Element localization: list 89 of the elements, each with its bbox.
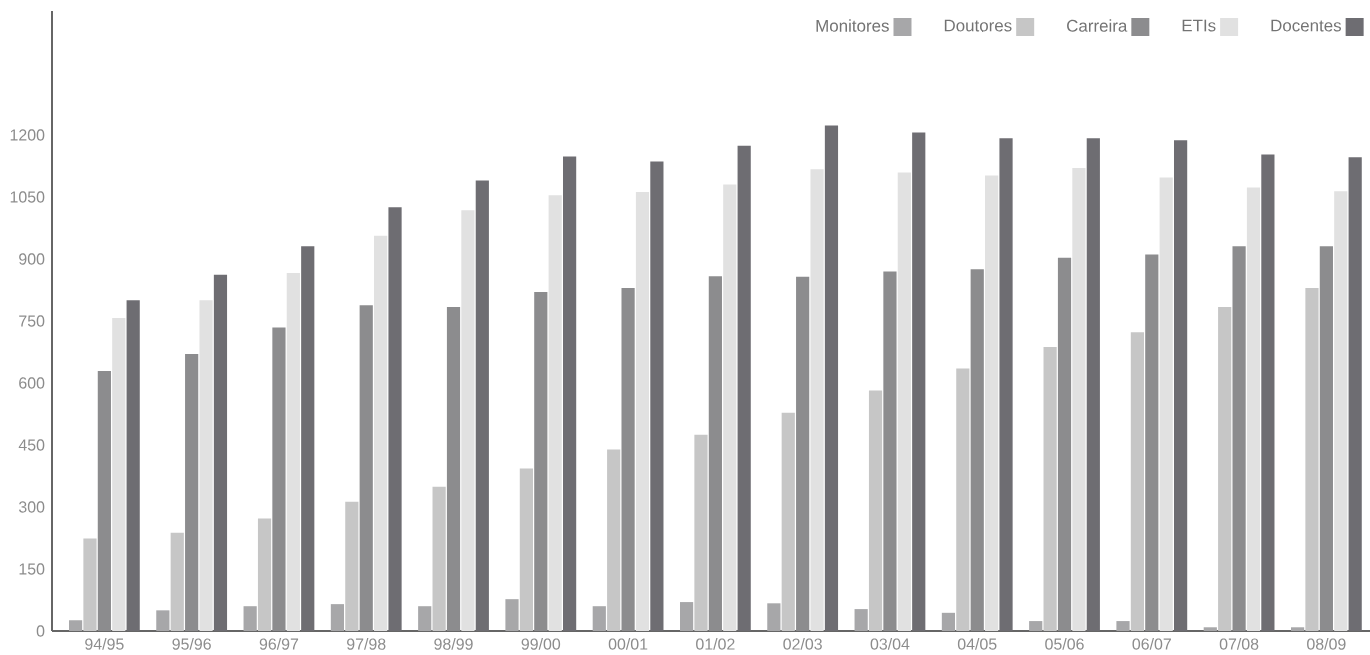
bar <box>1116 621 1130 631</box>
bar <box>199 300 213 631</box>
x-tick-label: 94/95 <box>85 638 124 650</box>
bar <box>694 434 708 631</box>
bar <box>1203 627 1217 631</box>
bar <box>185 354 199 631</box>
bar <box>1246 187 1261 631</box>
bar <box>679 602 694 631</box>
x-tick-label: 05/06 <box>1045 638 1084 650</box>
bar <box>1334 191 1348 631</box>
y-tick-label: 450 <box>18 439 45 451</box>
bar <box>635 192 650 631</box>
bar <box>374 235 388 631</box>
bar <box>883 271 897 631</box>
bar <box>68 620 83 631</box>
bar <box>286 273 300 631</box>
bar <box>621 287 635 631</box>
bar <box>345 501 359 631</box>
bar <box>723 184 737 631</box>
bar <box>854 609 868 631</box>
bar <box>941 612 956 631</box>
bar <box>112 318 126 631</box>
y-tick-label: 300 <box>18 501 45 513</box>
bar <box>1232 246 1246 631</box>
bar <box>243 606 257 631</box>
bar <box>1130 332 1144 631</box>
bar <box>1159 177 1173 631</box>
x-tick-label: 99/00 <box>521 638 561 650</box>
y-tick-label: 1200 <box>10 129 45 141</box>
bar <box>505 599 519 631</box>
x-tick-label: 03/04 <box>870 638 910 650</box>
x-tick-label: 01/02 <box>696 638 735 650</box>
bar <box>1057 257 1072 631</box>
bar <box>607 449 621 631</box>
bar <box>359 305 373 631</box>
legend-label: Monitores <box>816 19 889 32</box>
bar <box>1319 246 1333 631</box>
bar <box>1218 306 1232 631</box>
legend-label: Doutores <box>944 19 1012 32</box>
bar <box>272 327 286 631</box>
x-tick-label: 06/07 <box>1132 638 1171 650</box>
bar <box>432 486 446 631</box>
x-tick-label: 96/97 <box>259 638 299 650</box>
bar <box>446 306 461 631</box>
y-tick-label: 0 <box>36 625 45 637</box>
bar <box>781 412 795 631</box>
bar <box>970 269 984 631</box>
y-tick-label: 150 <box>19 563 45 575</box>
y-tick-label: 1050 <box>10 191 45 203</box>
bar <box>592 606 606 631</box>
bar <box>708 276 722 631</box>
bar <box>83 538 97 631</box>
bar <box>1290 627 1305 631</box>
bar <box>985 175 999 631</box>
bar <box>1072 168 1086 631</box>
bar <box>1029 621 1043 631</box>
bar <box>461 210 475 631</box>
y-tick-label: 600 <box>19 377 45 389</box>
legend-label: Carreira <box>1067 19 1128 32</box>
bar <box>810 169 824 631</box>
x-tick-label: 04/05 <box>957 638 997 650</box>
x-tick-label: 95/96 <box>172 638 211 650</box>
bar <box>519 468 533 631</box>
x-tick-label: 02/03 <box>783 638 822 650</box>
legend-label: ETIs <box>1182 19 1216 32</box>
bar <box>1305 287 1319 631</box>
bar <box>767 603 781 631</box>
bar <box>97 371 111 631</box>
x-tick-label: 97/98 <box>347 638 386 650</box>
bar <box>418 606 432 631</box>
y-tick-label: 900 <box>19 253 45 265</box>
bar <box>330 604 345 631</box>
x-tick-label: 08/09 <box>1307 638 1346 650</box>
bar <box>548 195 562 631</box>
legend-label: Docentes <box>1271 19 1342 32</box>
bar <box>1043 347 1057 631</box>
bar <box>156 610 170 631</box>
bar <box>170 532 184 631</box>
bar <box>796 276 810 631</box>
bar <box>257 518 272 631</box>
bar <box>897 172 911 631</box>
x-tick-label: 98/99 <box>434 638 473 650</box>
bar <box>1145 254 1159 631</box>
bar <box>956 368 970 631</box>
x-tick-label: 00/01 <box>608 638 648 650</box>
bar <box>534 292 548 631</box>
bar <box>868 390 883 631</box>
y-tick-label: 750 <box>19 315 45 327</box>
x-tick-label: 07/08 <box>1219 638 1259 650</box>
